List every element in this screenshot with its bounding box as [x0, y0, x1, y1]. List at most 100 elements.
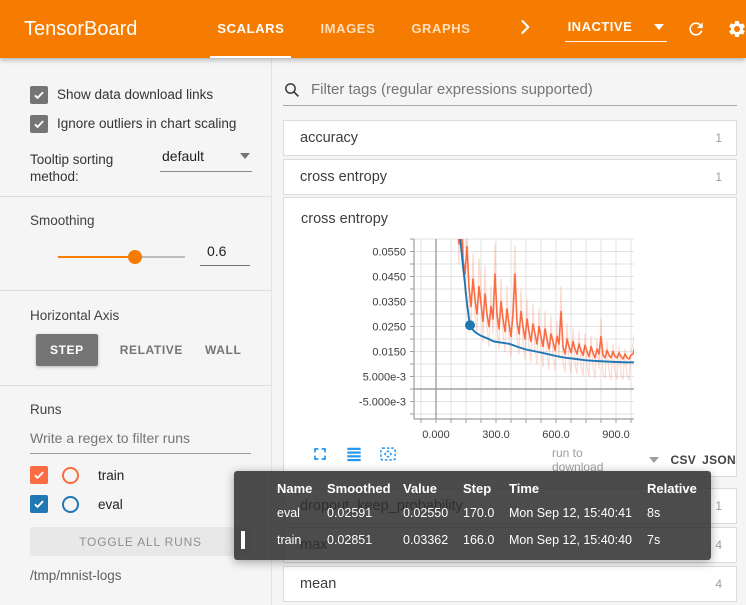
app-bar: TensorBoard SCALARS IMAGES GRAPHS INACTIVE…	[0, 0, 746, 58]
cross-entropy-chart-card: cross entropy 0.0550 0.0450 0.0350 0.0250 0.…	[283, 197, 737, 477]
run-row-train: train	[30, 466, 124, 484]
run-status-label: INACTIVE	[567, 19, 633, 34]
tag-count-badge: 1	[715, 499, 722, 513]
tooltip-column-relative: Relative	[647, 481, 697, 496]
svg-text:300.0: 300.0	[482, 429, 510, 441]
chart-title: cross entropy	[301, 211, 389, 227]
tooltip-row-train: train 0.02851 0.03362 166.0 Mon Sep 12, 15:4…	[234, 526, 711, 553]
tooltip-cell: 0.02851	[327, 532, 373, 547]
run-checkbox-eval[interactable]	[30, 495, 48, 513]
axis-step-button[interactable]: STEP	[36, 334, 98, 366]
tab-scalars[interactable]: SCALARS	[210, 0, 292, 58]
tooltip-cell: 0.02591	[327, 505, 373, 520]
tag-count-badge: 4	[715, 538, 722, 552]
tooltip-cell: Mon Sep 12, 15:40:41	[509, 505, 633, 520]
slider-thumb[interactable]	[128, 250, 142, 264]
download-csv-link[interactable]: CSV	[670, 453, 697, 467]
tooltip-sorting-label: Tooltip sorting method:	[30, 152, 114, 184]
svg-text:0.0250: 0.0250	[372, 322, 406, 334]
chevron-down-icon	[648, 457, 659, 463]
tag-card-cross-entropy[interactable]: cross entropy 1	[283, 159, 737, 195]
tooltip-cell: train	[277, 532, 302, 547]
run-checkbox-train[interactable]	[30, 466, 48, 484]
tooltip-column-step: Step	[463, 481, 492, 496]
tooltip-column-value: Value	[403, 481, 437, 496]
tooltip-cell: eval	[277, 505, 300, 520]
slider-fill	[58, 256, 135, 258]
axis-wall-button[interactable]: WALL	[205, 343, 242, 357]
show-download-links-checkbox[interactable]	[30, 86, 48, 104]
tooltip-cell: 0.02550	[403, 505, 449, 520]
tooltip-cell: 8s	[647, 505, 661, 520]
run-name-label: train	[98, 467, 125, 483]
run-isolate-radio-eval[interactable]	[62, 495, 79, 513]
runs-regex-input[interactable]	[30, 430, 251, 454]
run-name-label: eval	[98, 496, 123, 512]
app-title: TensorBoard	[24, 17, 138, 40]
divider	[0, 290, 271, 291]
chevron-right-icon	[515, 17, 535, 42]
tag-count-badge: 1	[715, 170, 722, 184]
download-json-link[interactable]: JSON	[702, 453, 736, 467]
tag-cards-top: accuracy 1 cross entropy 1	[283, 120, 737, 195]
download-bar: run to download CSV JSON	[552, 446, 736, 474]
svg-text:600.0: 600.0	[542, 429, 570, 441]
tooltip-column-time: Time	[509, 481, 540, 496]
tooltip-cell: 7s	[647, 532, 661, 547]
fit-domain-icon[interactable]	[378, 444, 398, 464]
tooltip-column-name: Name	[277, 481, 313, 496]
tag-label: mean	[300, 576, 337, 592]
scalar-chart[interactable]: 0.0550 0.0450 0.0350 0.0250 0.0150 5.000e-3 -5…	[340, 234, 670, 449]
divider	[0, 196, 271, 197]
tag-label: accuracy	[300, 130, 359, 146]
run-row-eval: eval	[30, 495, 124, 513]
tooltip-column-smoothed: Smoothed	[327, 481, 391, 496]
settings-sidebar: Show data download links Ignore outliers…	[0, 58, 272, 605]
svg-text:0.0150: 0.0150	[372, 347, 406, 359]
axis-relative-button[interactable]: RELATIVE	[119, 343, 183, 357]
svg-text:0.000: 0.000	[422, 429, 450, 441]
tooltip-sorting-value: default	[162, 148, 205, 164]
search-icon	[283, 81, 301, 99]
toggle-all-runs-button[interactable]: TOGGLE ALL RUNS	[30, 527, 251, 556]
run-status-dropdown[interactable]: INACTIVE	[564, 16, 668, 42]
tooltip-cell: 0.03362	[403, 532, 449, 547]
chevron-down-icon	[240, 153, 250, 159]
tag-filter-row	[283, 80, 737, 106]
tooltip-cell: Mon Sep 12, 15:40:40	[509, 532, 633, 547]
run-isolate-radio-train[interactable]	[62, 466, 79, 484]
run-to-download-dropdown[interactable]: run to download	[552, 446, 604, 474]
svg-text:0.0550: 0.0550	[372, 247, 406, 259]
svg-text:900.0: 900.0	[602, 429, 630, 441]
chart-toolbar	[310, 444, 398, 464]
svg-text:-5.000e-3: -5.000e-3	[359, 397, 406, 409]
tooltip-cell: 170.0	[463, 505, 495, 520]
svg-text:0.0450: 0.0450	[372, 272, 406, 284]
chevron-down-icon	[654, 23, 665, 30]
refresh-button[interactable]	[686, 19, 706, 39]
settings-gear-button[interactable]	[727, 19, 746, 39]
smoothing-value-input[interactable]: 0.6	[200, 242, 250, 266]
svg-text:5.000e-3: 5.000e-3	[363, 372, 406, 384]
tab-overflow-button[interactable]	[515, 17, 535, 42]
header-tabs: SCALARS IMAGES GRAPHS	[199, 0, 488, 58]
svg-text:0.0350: 0.0350	[372, 297, 406, 309]
tag-count-badge: 4	[715, 577, 722, 591]
tab-graphs[interactable]: GRAPHS	[411, 20, 471, 36]
ignore-outliers-checkbox[interactable]	[30, 115, 48, 133]
horizontal-axis-label: Horizontal Axis	[30, 308, 120, 323]
tooltip-sorting-dropdown[interactable]: default	[160, 146, 252, 172]
smoothing-slider[interactable]	[58, 250, 185, 264]
chart-tooltip: Name Smoothed Value Step Time Relative eval 0.0…	[234, 471, 711, 560]
tag-card-mean[interactable]: mean 4	[283, 566, 737, 602]
tooltip-header-row: Name Smoothed Value Step Time Relative	[234, 478, 711, 499]
tag-filter-input[interactable]	[309, 80, 737, 99]
divider	[0, 385, 271, 386]
runs-label: Runs	[30, 402, 62, 417]
fullscreen-icon[interactable]	[310, 444, 330, 464]
data-list-icon[interactable]	[344, 444, 364, 464]
tab-images[interactable]: IMAGES	[320, 20, 376, 36]
tag-card-accuracy[interactable]: accuracy 1	[283, 120, 737, 156]
ignore-outliers-label: Ignore outliers in chart scaling	[57, 116, 237, 131]
